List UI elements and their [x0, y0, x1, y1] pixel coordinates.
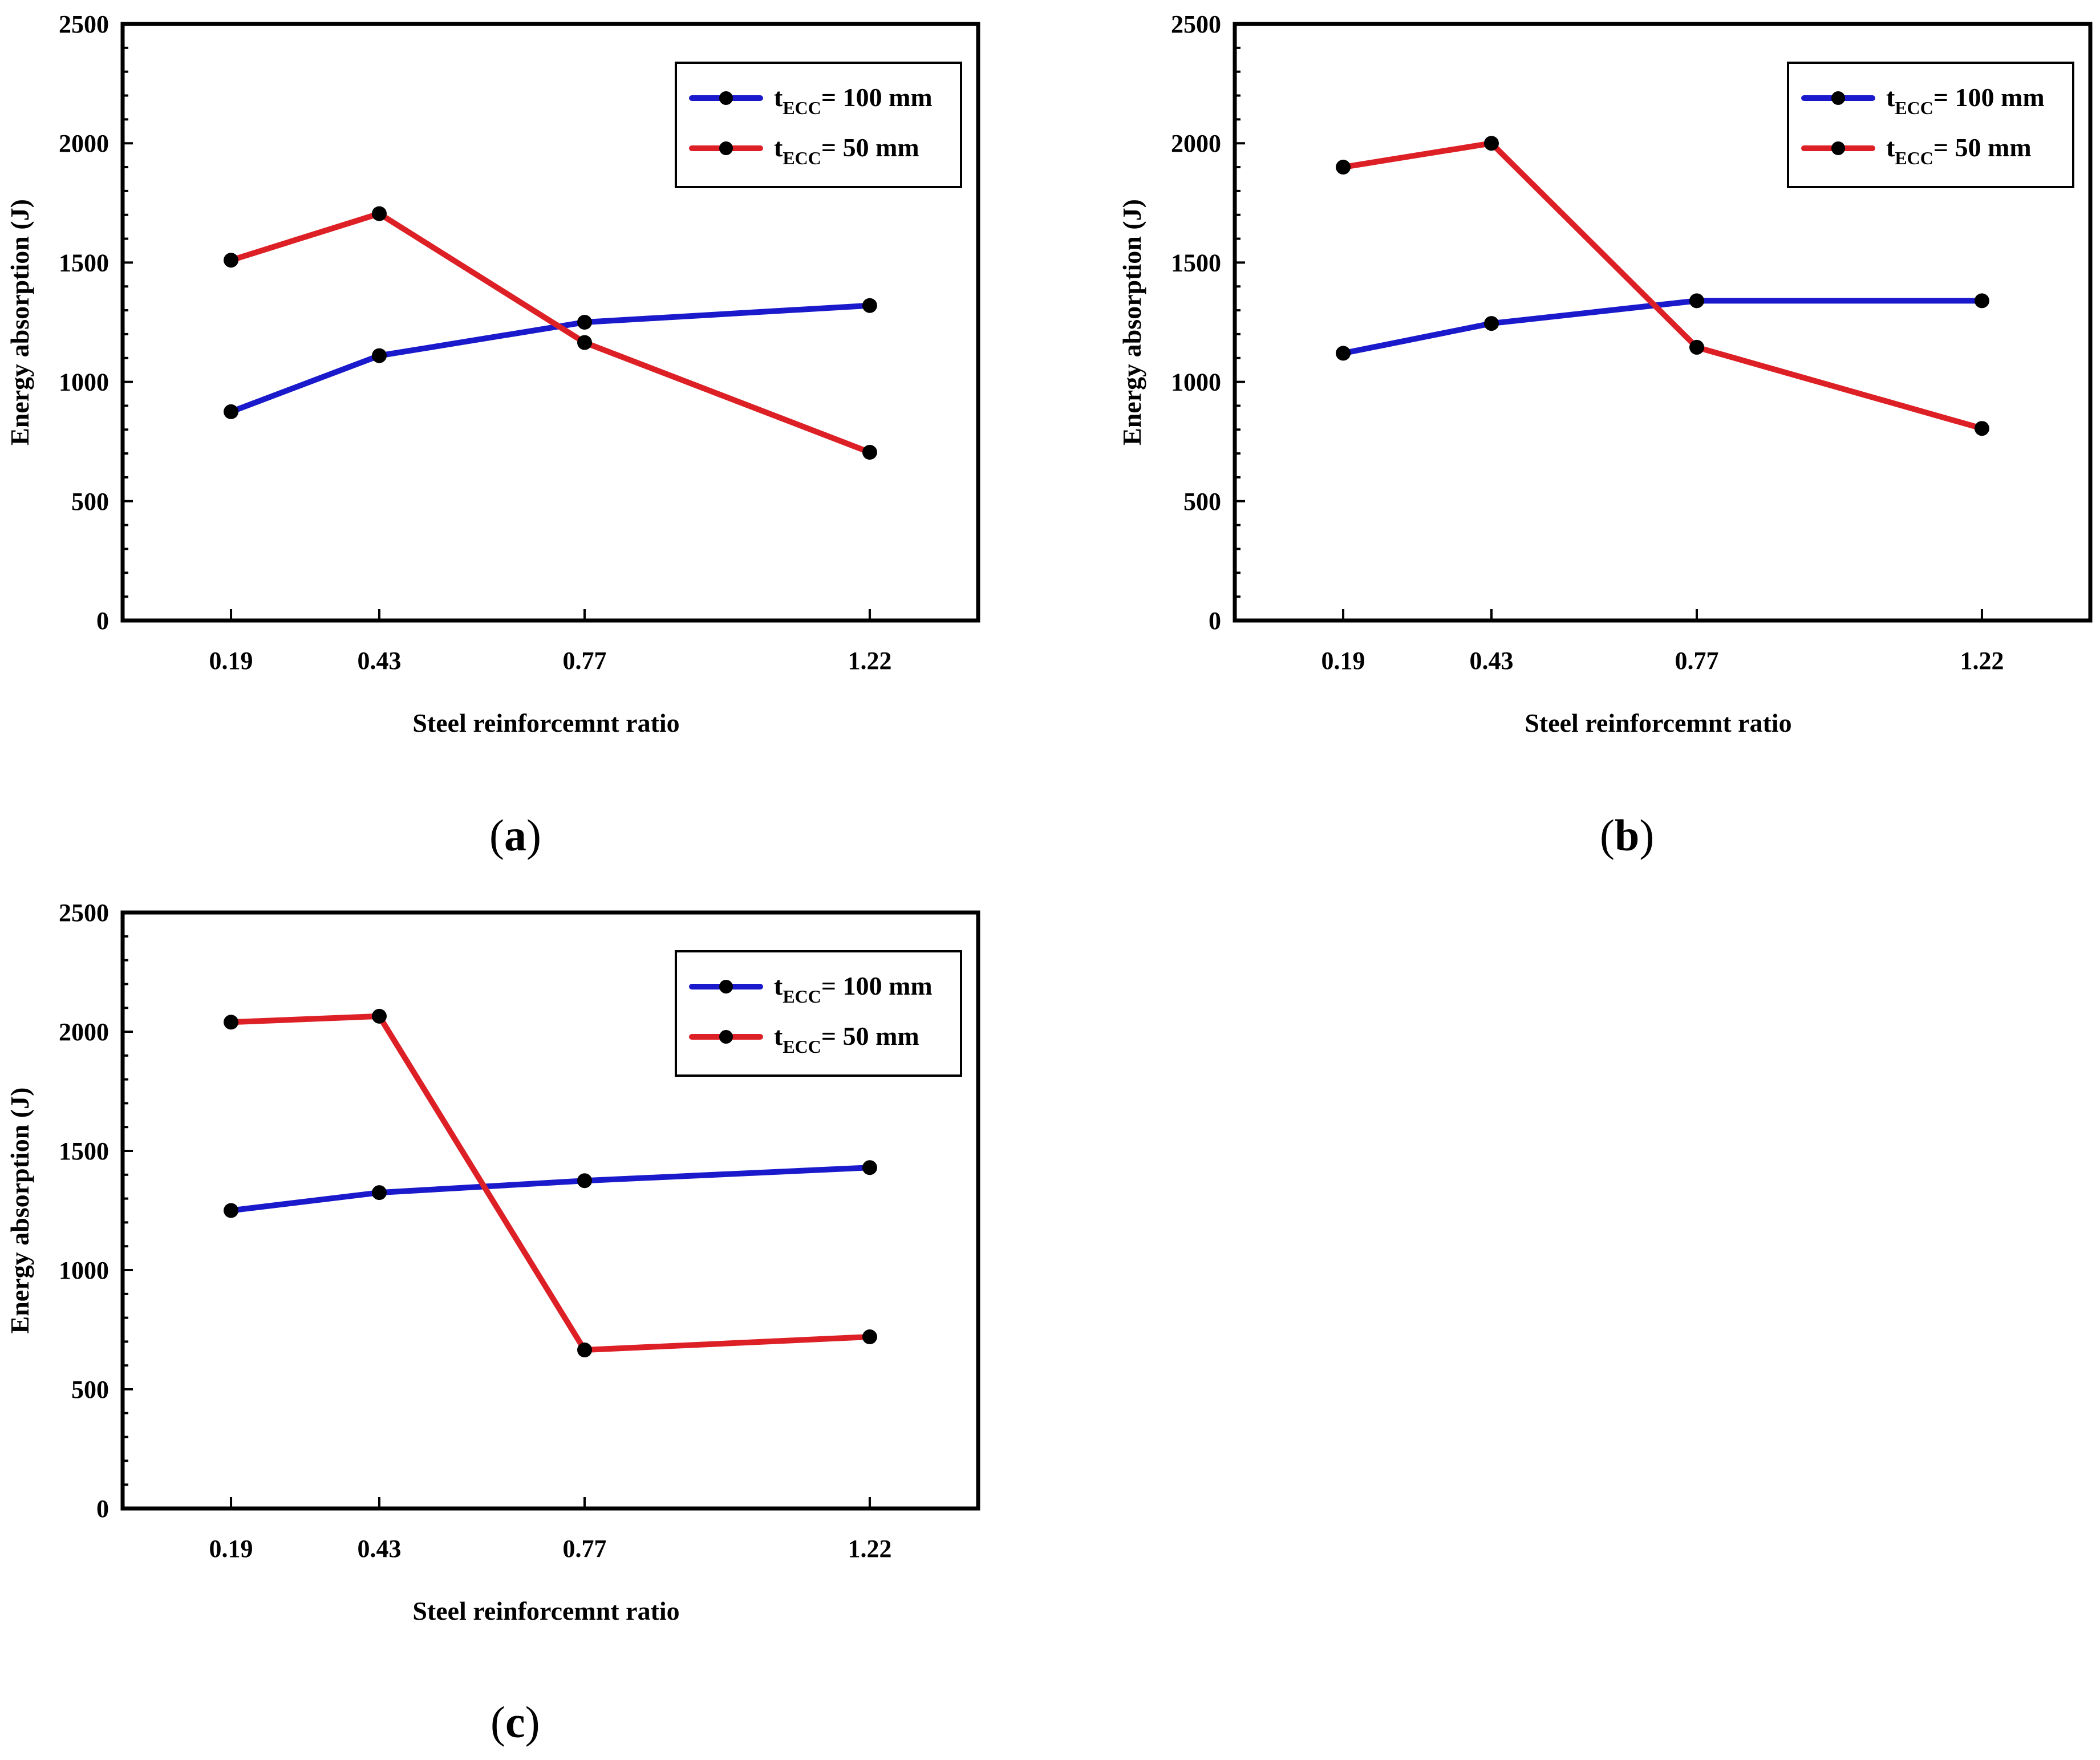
y-tick-label: 500: [1183, 488, 1221, 516]
data-point-ecc-50mm: [1689, 339, 1704, 355]
legend-label: tECC= 50 mm: [774, 1021, 919, 1057]
data-point-ecc-50mm: [862, 445, 877, 460]
data-point-ecc-50mm: [372, 206, 387, 221]
y-tick-label: 0: [96, 1495, 109, 1523]
y-tick-label: 0: [96, 607, 109, 635]
x-axis-title: Steel reinforcemnt ratio: [1525, 708, 1791, 737]
y-axis-title: Energy absorption (J): [1117, 199, 1146, 445]
data-point-ecc-50mm: [577, 335, 592, 350]
legend-label: tECC= 100 mm: [1886, 83, 2045, 118]
series-line-ecc-100mm: [228, 302, 873, 415]
legend-box: [675, 950, 962, 1077]
legend-swatch-marker: [719, 980, 733, 993]
series-line-ecc-100mm: [228, 1165, 873, 1214]
data-point-ecc-50mm: [862, 1329, 877, 1345]
legend-swatch-marker: [1831, 141, 1845, 155]
legend-box: [1787, 62, 2074, 188]
data-point-ecc-100mm: [862, 298, 877, 313]
data-point-ecc-100mm: [862, 1160, 877, 1175]
legend-box: [675, 62, 962, 188]
x-tick-label: 0.19: [209, 647, 253, 675]
y-tick-label: 500: [71, 1376, 109, 1404]
data-point-ecc-100mm: [577, 1173, 592, 1189]
y-tick-label: 1000: [59, 1256, 109, 1284]
y-tick-label: 2500: [59, 899, 109, 927]
y-tick-label: 500: [71, 488, 109, 516]
series-line-ecc-50mm: [228, 210, 873, 456]
x-tick-label: 0.77: [563, 647, 607, 675]
y-axis-title: Energy absorption (J): [5, 199, 34, 445]
data-point-ecc-100mm: [372, 1185, 387, 1201]
x-tick-label: 0.77: [563, 1535, 607, 1563]
data-point-ecc-100mm: [1484, 316, 1499, 331]
data-point-ecc-50mm: [372, 1008, 387, 1024]
series-line-ecc-50mm: [1340, 140, 1985, 432]
x-tick-label: 0.43: [358, 647, 402, 675]
y-tick-label: 2500: [59, 10, 109, 38]
y-tick-label: 0: [1209, 607, 1221, 635]
legend-label: tECC= 50 mm: [774, 133, 919, 168]
legend-swatch-marker: [719, 1030, 733, 1044]
data-point-ecc-100mm: [1974, 293, 1989, 309]
x-axis-title: Steel reinforcemnt ratio: [412, 708, 679, 737]
y-tick-label: 1500: [59, 249, 109, 277]
legend-swatch-marker: [719, 141, 733, 155]
y-tick-label: 2500: [1171, 10, 1221, 38]
y-tick-label: 2000: [59, 129, 109, 157]
series-line-ecc-100mm: [1340, 298, 1985, 356]
chart-panel-a: 0 500 1000 1500 2000 2500 0.19 0.43 0.77 1.22 Stee…: [5, 10, 980, 737]
data-point-ecc-100mm: [372, 348, 387, 363]
legend-swatch-marker: [1831, 91, 1845, 105]
data-point-ecc-50mm: [1336, 160, 1351, 175]
y-tick-label: 1000: [59, 368, 109, 396]
chart-panel-b: 0 500 1000 1500 2000 2500 0.19 0.43 0.77 1.22 Stee…: [1117, 10, 2093, 737]
x-tick-label: 1.22: [1960, 647, 2004, 675]
legend-label: tECC= 50 mm: [1886, 133, 2032, 168]
panel-label-a: (a): [489, 810, 541, 860]
x-tick-label: 1.22: [848, 647, 891, 675]
chart-panel-c: 0 500 1000 1500 2000 2500 0.19 0.43 0.77 1.22 Stee…: [5, 899, 980, 1625]
x-tick-label: 0.77: [1675, 647, 1719, 675]
plot-frame: [120, 22, 980, 623]
data-point-ecc-100mm: [1336, 346, 1351, 361]
plot-frame: [120, 910, 980, 1511]
y-tick-label: 1000: [1171, 368, 1221, 396]
y-axis-title: Energy absorption (J): [5, 1088, 34, 1334]
legend-label: tECC= 100 mm: [774, 971, 933, 1007]
legend-swatch-marker: [719, 91, 733, 105]
x-tick-label: 0.43: [358, 1535, 402, 1563]
x-tick-label: 0.19: [209, 1535, 253, 1563]
y-tick-label: 1500: [59, 1137, 109, 1165]
data-point-ecc-100mm: [1689, 293, 1704, 309]
data-point-ecc-50mm: [1974, 421, 1989, 436]
data-point-ecc-100mm: [224, 404, 239, 419]
data-point-ecc-50mm: [224, 1015, 239, 1030]
data-point-ecc-50mm: [1484, 136, 1499, 151]
x-tick-label: 1.22: [848, 1535, 891, 1563]
data-point-ecc-50mm: [577, 1343, 592, 1358]
series-line-ecc-50mm: [228, 1013, 873, 1353]
y-tick-label: 1500: [1171, 249, 1221, 277]
x-tick-label: 0.19: [1321, 647, 1365, 675]
x-tick-label: 0.43: [1470, 647, 1514, 675]
x-axis-title: Steel reinforcemnt ratio: [412, 1596, 679, 1625]
data-point-ecc-100mm: [224, 1203, 239, 1218]
legend-label: tECC= 100 mm: [774, 83, 933, 118]
plot-frame: [1233, 22, 2093, 623]
y-tick-label: 2000: [59, 1018, 109, 1046]
y-tick-label: 2000: [1171, 129, 1221, 157]
data-point-ecc-50mm: [224, 253, 239, 268]
panel-label-c: (c): [490, 1697, 540, 1747]
data-point-ecc-100mm: [577, 315, 592, 330]
panel-label-b: (b): [1600, 810, 1655, 860]
